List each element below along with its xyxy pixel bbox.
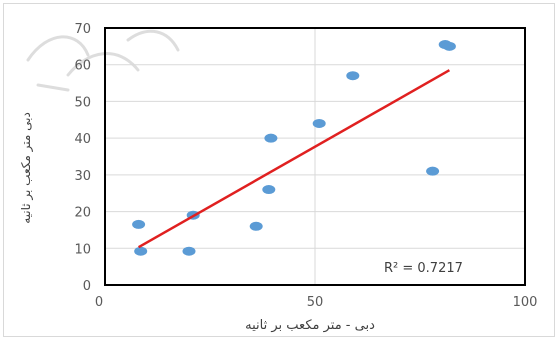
data-point [182, 246, 196, 256]
y-axis-label: دبی متر مکعب بر ثانیه [19, 112, 34, 224]
y-tick-label: 70 [74, 22, 91, 37]
y-tick-label: 20 [74, 206, 91, 221]
y-tick-label: 50 [74, 95, 91, 110]
data-point [134, 246, 148, 256]
data-point [312, 118, 326, 128]
grid-lines [104, 27, 526, 286]
y-tick-label: 60 [74, 59, 91, 74]
y-tick-label: 0 [83, 279, 91, 294]
x-tick-label: 100 [513, 295, 538, 310]
data-point [346, 71, 360, 81]
x-tick-label: 50 [307, 295, 324, 310]
data-point [249, 221, 263, 231]
data-point [132, 219, 146, 229]
data-point [262, 185, 276, 195]
y-tick-label: 40 [74, 132, 91, 147]
y-tick-label: 10 [74, 242, 91, 257]
plot-area-border [104, 27, 526, 286]
y-tick-labels: 0 10 20 30 40 50 60 70 [74, 22, 91, 294]
data-point [264, 133, 278, 143]
data-point [442, 41, 456, 51]
x-axis-label: دبی - متر مکعب بر ثانیه [245, 318, 375, 333]
y-tick-label: 30 [74, 169, 91, 184]
data-point [426, 166, 440, 176]
r-squared-annotation: R² = 0.7217 [384, 261, 463, 276]
x-tick-labels: 0 50 100 [95, 295, 538, 310]
chart-frame [3, 3, 555, 337]
trendline [137, 69, 451, 249]
watermark-logo [26, 29, 180, 92]
x-tick-label: 0 [95, 295, 103, 310]
